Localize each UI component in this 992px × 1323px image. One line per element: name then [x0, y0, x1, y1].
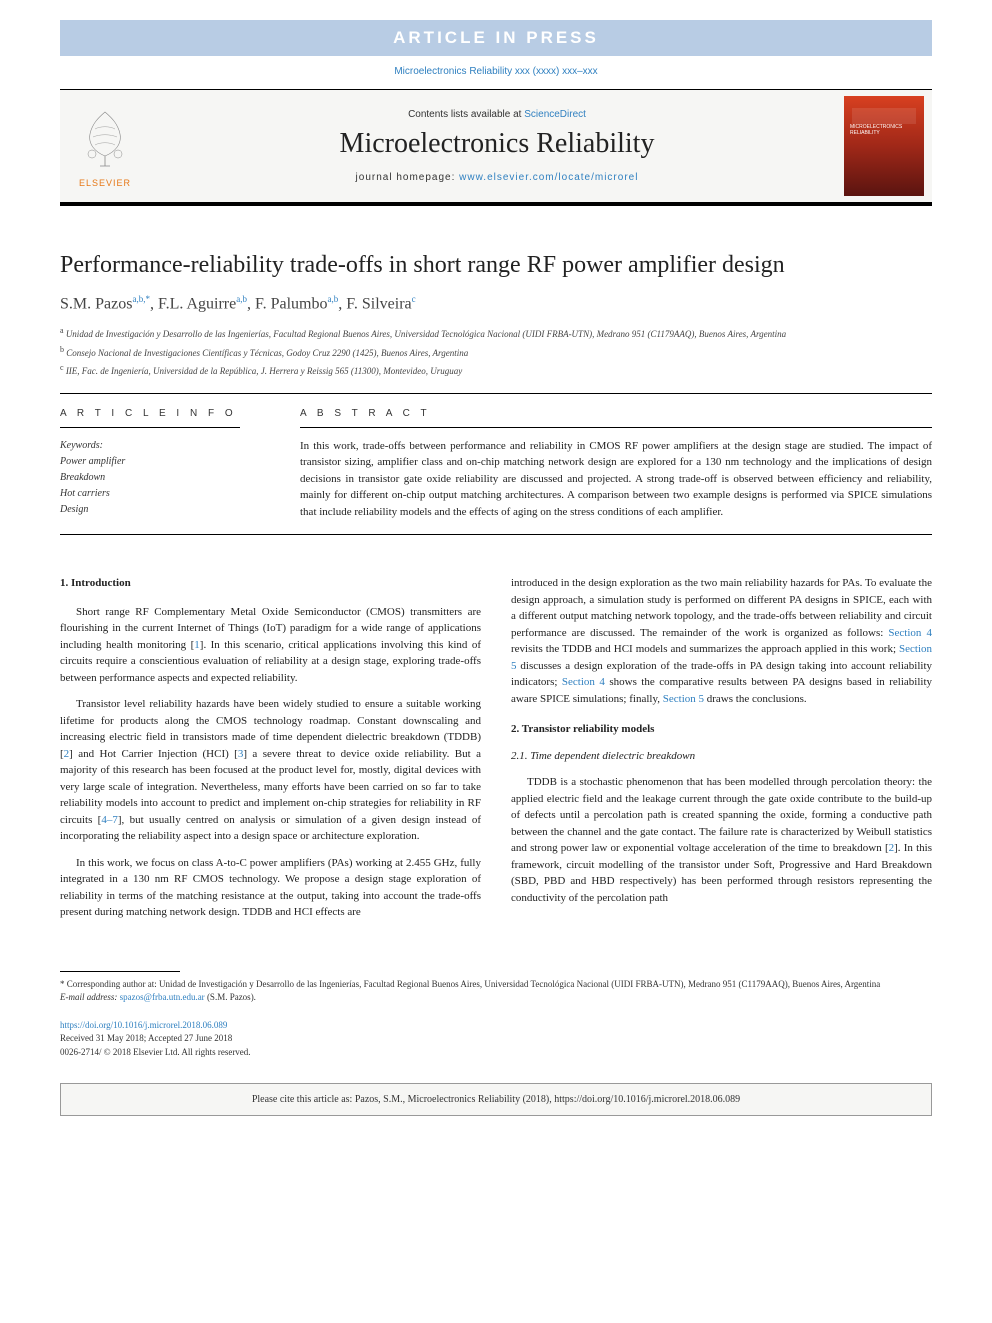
keywords-block: Keywords: Power amplifier Breakdown Hot …: [60, 438, 260, 518]
email-suffix: (S.M. Pazos).: [205, 992, 256, 1002]
paragraph: Transistor level reliability hazards hav…: [60, 696, 481, 845]
citation-top: Microelectronics Reliability xxx (xxxx) …: [0, 66, 992, 77]
affiliation: a Unidad de Investigación y Desarrollo d…: [60, 325, 932, 342]
journal-header: ELSEVIER Contents lists available at Sci…: [60, 89, 932, 206]
journal-cover-thumbnail: MICROELECTRONICS RELIABILITY: [844, 96, 924, 196]
homepage-prefix: journal homepage:: [356, 172, 460, 183]
paragraph: Short range RF Complementary Metal Oxide…: [60, 604, 481, 687]
history-dates: Received 31 May 2018; Accepted 27 June 2…: [60, 1032, 932, 1046]
divider: [300, 427, 932, 428]
affil-text: IIE, Fac. de Ingeniería, Universidad de …: [66, 366, 462, 376]
cover-title-text: MICROELECTRONICS RELIABILITY: [850, 124, 918, 136]
affil-text: Consejo Nacional de Investigaciones Cien…: [66, 348, 468, 358]
affiliation: b Consejo Nacional de Investigaciones Ci…: [60, 344, 932, 361]
keywords-label: Keywords:: [60, 438, 260, 454]
homepage-link[interactable]: www.elsevier.com/locate/microrel: [459, 172, 638, 183]
paragraph: introduced in the design exploration as …: [511, 575, 932, 707]
article-in-press-banner: ARTICLE IN PRESS: [60, 20, 932, 56]
divider: [60, 393, 932, 394]
para-text: Short range RF Complementary Metal Oxide…: [60, 606, 481, 684]
contents-prefix: Contents lists available at: [408, 109, 524, 120]
section-heading: 2. Transistor reliability models: [511, 721, 932, 738]
affil-text: Unidad de Investigación y Desarrollo de …: [66, 329, 786, 339]
section-heading: 1. Introduction: [60, 575, 481, 592]
journal-name: Microelectronics Reliability: [150, 128, 844, 160]
article-info-label: A R T I C L E I N F O: [60, 408, 260, 419]
affil-sup: b: [60, 345, 64, 354]
subsection-heading: 2.1. Time dependent dielectric breakdown: [511, 748, 932, 765]
sciencedirect-link[interactable]: ScienceDirect: [524, 109, 586, 120]
abstract-text: In this work, trade-offs between perform…: [300, 438, 932, 521]
contents-available: Contents lists available at ScienceDirec…: [150, 109, 844, 120]
keyword: Breakdown: [60, 470, 260, 486]
article-title: Performance-reliability trade-offs in sh…: [60, 250, 932, 280]
para-text: In this work, we focus on class A-to-C p…: [60, 857, 481, 919]
author: F.L. Aguirre: [158, 295, 236, 312]
cite-this-article-box: Please cite this article as: Pazos, S.M.…: [60, 1083, 932, 1116]
keyword: Hot carriers: [60, 486, 260, 502]
elsevier-tree-icon: [70, 104, 140, 174]
footnote-divider: [60, 971, 180, 972]
author-affil-sup: c: [412, 294, 416, 304]
email-link[interactable]: spazos@frba.utn.edu.ar: [120, 992, 205, 1002]
left-column: 1. Introduction Short range RF Complemen…: [60, 575, 481, 931]
para-text: TDDB is a stochastic phenomenon that has…: [511, 776, 932, 904]
divider: [60, 427, 240, 428]
affil-sup: c: [60, 363, 64, 372]
abstract-label: A B S T R A C T: [300, 408, 932, 419]
author: S.M. Pazos: [60, 295, 132, 312]
email-label: E-mail address:: [60, 992, 120, 1002]
divider: [60, 534, 932, 535]
para-text: Transistor level reliability hazards hav…: [60, 698, 481, 842]
body-two-column: 1. Introduction Short range RF Complemen…: [60, 575, 932, 931]
affiliation: c IIE, Fac. de Ingeniería, Universidad d…: [60, 362, 932, 379]
journal-homepage: journal homepage: www.elsevier.com/locat…: [150, 172, 844, 183]
elsevier-wordmark: ELSEVIER: [79, 178, 131, 188]
affil-sup: a: [60, 326, 64, 335]
author: F. Silveira: [346, 295, 411, 312]
elsevier-logo: ELSEVIER: [60, 91, 150, 201]
keyword: Power amplifier: [60, 454, 260, 470]
author-affil-sup: a,b: [327, 294, 338, 304]
author-affil-sup: a,b,*: [132, 294, 150, 304]
author: F. Palumbo: [255, 295, 328, 312]
author-list: S.M. Pazosa,b,*, F.L. Aguirrea,b, F. Pal…: [60, 294, 932, 313]
paragraph: In this work, we focus on class A-to-C p…: [60, 855, 481, 921]
doi-block: https://doi.org/10.1016/j.microrel.2018.…: [60, 1019, 932, 1060]
paragraph: TDDB is a stochastic phenomenon that has…: [511, 774, 932, 906]
footnotes: * Corresponding author at: Unidad de Inv…: [60, 971, 932, 1005]
corresponding-author: * Corresponding author at: Unidad de Inv…: [60, 978, 932, 992]
issn-copyright: 0026-2714/ © 2018 Elsevier Ltd. All righ…: [60, 1046, 932, 1060]
right-column: introduced in the design exploration as …: [511, 575, 932, 931]
author-affil-sup: a,b: [236, 294, 247, 304]
email-line: E-mail address: spazos@frba.utn.edu.ar (…: [60, 991, 932, 1005]
para-text: introduced in the design exploration as …: [511, 577, 932, 705]
doi-link[interactable]: https://doi.org/10.1016/j.microrel.2018.…: [60, 1020, 227, 1030]
keyword: Design: [60, 502, 260, 518]
